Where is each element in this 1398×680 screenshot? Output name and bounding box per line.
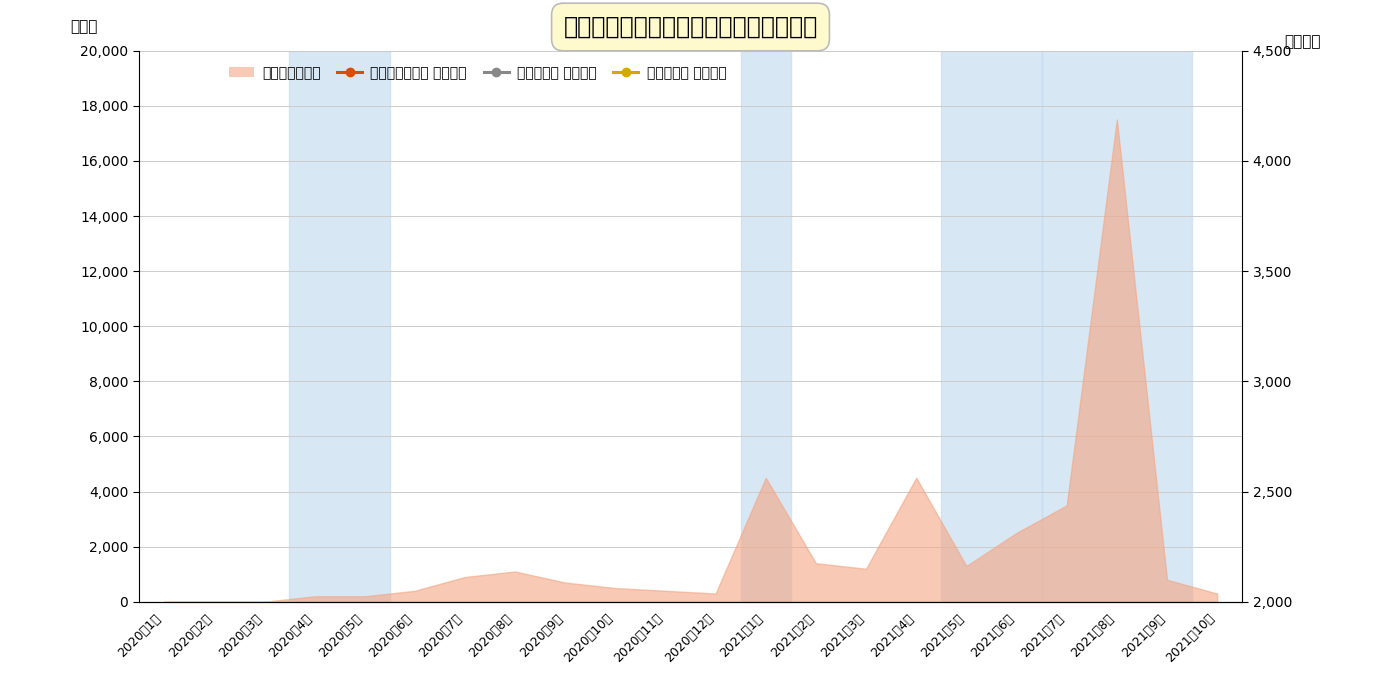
Y-axis label: （万円）: （万円）: [1285, 34, 1321, 49]
Bar: [941, 51, 1042, 602]
Legend: 新規陽性者者数, 中古マンション 成約価格, 中古一戸建 成約価格, 新築一戸建 成約価格: 新規陽性者者数, 中古マンション 成約価格, 中古一戸建 成約価格, 新築一戸建…: [222, 61, 733, 86]
Bar: [1042, 51, 1192, 602]
Y-axis label: （人）: （人）: [70, 19, 98, 34]
Bar: [289, 51, 390, 602]
Title: 一戸建・マンション成約価格（首都圏）: 一戸建・マンション成約価格（首都圏）: [563, 15, 818, 39]
Bar: [741, 51, 791, 602]
